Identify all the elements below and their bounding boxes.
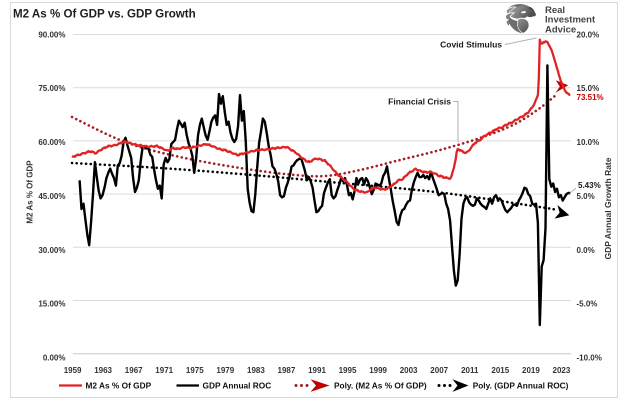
svg-text:10.0%: 10.0% bbox=[577, 138, 600, 147]
svg-text:30.00%: 30.00% bbox=[38, 246, 65, 255]
svg-text:45.00%: 45.00% bbox=[38, 192, 65, 201]
svg-text:2003: 2003 bbox=[400, 366, 418, 375]
svg-text:2023: 2023 bbox=[553, 366, 571, 375]
svg-text:Financial Crisis: Financial Crisis bbox=[388, 97, 451, 107]
svg-text:75.00%: 75.00% bbox=[38, 84, 65, 93]
svg-text:73.51%: 73.51% bbox=[577, 93, 604, 102]
svg-text:2011: 2011 bbox=[461, 366, 479, 375]
svg-text:90.00%: 90.00% bbox=[38, 30, 65, 39]
svg-text:1971: 1971 bbox=[155, 366, 173, 375]
svg-text:2019: 2019 bbox=[522, 366, 540, 375]
svg-text:1963: 1963 bbox=[94, 366, 112, 375]
svg-text:M2 As % Of GDP: M2 As % Of GDP bbox=[86, 381, 152, 391]
svg-text:20.0%: 20.0% bbox=[577, 30, 600, 39]
svg-text:0.0%: 0.0% bbox=[577, 246, 595, 255]
svg-text:Covid Stimulus: Covid Stimulus bbox=[440, 40, 502, 50]
svg-text:60.00%: 60.00% bbox=[38, 138, 65, 147]
svg-text:15.00%: 15.00% bbox=[38, 300, 65, 309]
svg-text:Poly. (M2 As % Of GDP): Poly. (M2 As % Of GDP) bbox=[334, 381, 427, 391]
svg-text:1999: 1999 bbox=[369, 366, 387, 375]
svg-text:5.0%: 5.0% bbox=[577, 192, 595, 201]
svg-text:Poly. (GDP Annual ROC): Poly. (GDP Annual ROC) bbox=[473, 381, 569, 391]
svg-text:M2 As % Of GDP vs. GDP Growth: M2 As % Of GDP vs. GDP Growth bbox=[13, 8, 196, 21]
svg-text:2007: 2007 bbox=[430, 366, 448, 375]
svg-text:1987: 1987 bbox=[278, 366, 296, 375]
svg-text:15.0%: 15.0% bbox=[577, 84, 600, 93]
svg-text:-5.0%: -5.0% bbox=[577, 300, 598, 309]
svg-text:Investment: Investment bbox=[545, 15, 596, 26]
svg-text:1983: 1983 bbox=[247, 366, 265, 375]
svg-text:1991: 1991 bbox=[308, 366, 326, 375]
svg-text:Real: Real bbox=[545, 5, 565, 16]
svg-text:2015: 2015 bbox=[491, 366, 509, 375]
svg-text:GDP Annual Growth Rate: GDP Annual Growth Rate bbox=[603, 157, 613, 259]
svg-text:Advice: Advice bbox=[545, 24, 576, 35]
svg-text:1959: 1959 bbox=[64, 366, 82, 375]
svg-text:1975: 1975 bbox=[186, 366, 204, 375]
svg-text:1967: 1967 bbox=[125, 366, 143, 375]
svg-text:1995: 1995 bbox=[339, 366, 357, 375]
svg-text:1979: 1979 bbox=[216, 366, 234, 375]
svg-text:M2 As % Of GDP: M2 As % Of GDP bbox=[26, 160, 35, 224]
svg-text:-10.0%: -10.0% bbox=[577, 354, 602, 363]
svg-text:0.00%: 0.00% bbox=[43, 354, 66, 363]
svg-text:GDP Annual ROC: GDP Annual ROC bbox=[203, 381, 272, 391]
svg-text:5.43%: 5.43% bbox=[578, 181, 601, 190]
